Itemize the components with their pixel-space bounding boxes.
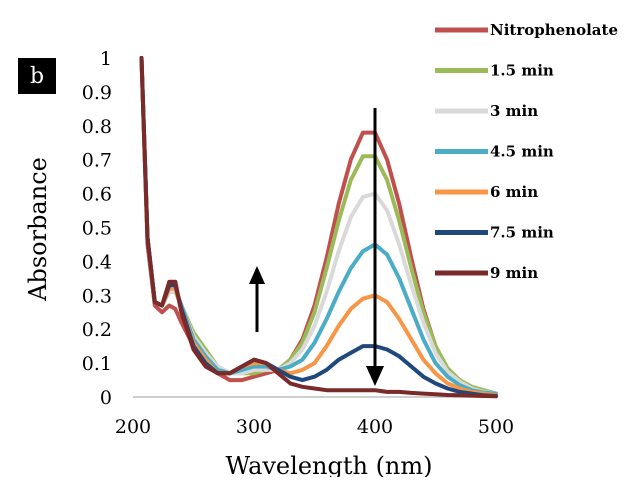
legend-label: 3 min xyxy=(490,102,538,120)
legend-label: 7.5 min xyxy=(490,224,554,242)
legend-label: 9 min xyxy=(490,264,538,282)
y-tick-label: 0 xyxy=(100,387,112,409)
y-tick-label: 0.3 xyxy=(82,285,112,307)
panel-label: b xyxy=(30,64,44,89)
x-tick-label: 500 xyxy=(478,416,514,438)
x-tick-label: 200 xyxy=(115,416,151,438)
y-tick-label: 0.5 xyxy=(82,218,112,240)
y-tick-label: 0.1 xyxy=(82,353,112,375)
y-tick-label: 0.9 xyxy=(82,82,112,104)
y-tick-label: 0.7 xyxy=(82,150,112,172)
y-tick-label: 0.4 xyxy=(82,251,112,273)
x-tick-label: 300 xyxy=(236,416,272,438)
legend-label: 4.5 min xyxy=(490,143,554,161)
y-tick-label: 0.6 xyxy=(82,184,112,206)
x-tick-label: 400 xyxy=(357,416,393,438)
y-tick-label: 0.8 xyxy=(82,116,112,138)
increase-arrow-head xyxy=(249,266,265,284)
y-tick-label: 1 xyxy=(100,48,112,70)
legend-label: 6 min xyxy=(490,183,538,201)
y-axis-title: Absorbance xyxy=(24,157,52,302)
decrease-arrow-head xyxy=(366,366,384,386)
y-tick-label: 0.2 xyxy=(82,319,112,341)
x-axis-title: Wavelength (nm) xyxy=(225,452,432,477)
panel-label-box xyxy=(18,58,56,94)
legend-label: Nitrophenolate xyxy=(490,21,618,39)
series-line xyxy=(139,56,498,399)
legend-label: 1.5 min xyxy=(490,62,554,80)
